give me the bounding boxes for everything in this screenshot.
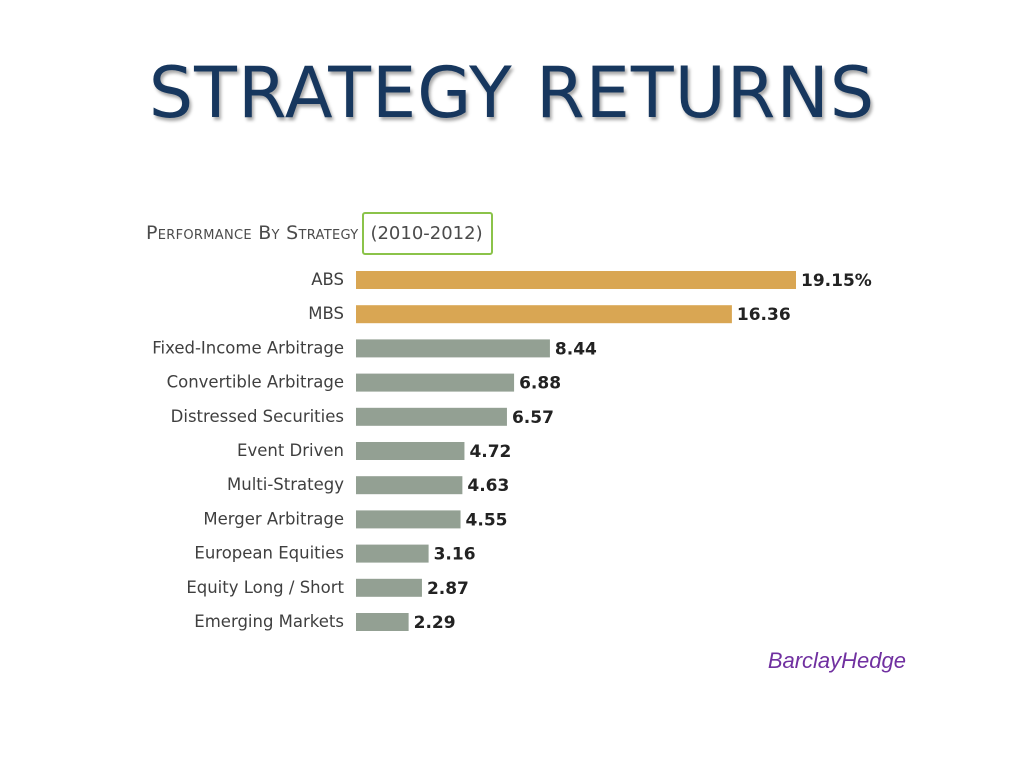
data-label: 6.57 (512, 408, 554, 428)
bar (356, 407, 507, 426)
category-label: Fixed-Income Arbitrage (152, 338, 344, 357)
bar (356, 476, 463, 495)
category-label: Multi-Strategy (227, 475, 344, 494)
bar (356, 373, 515, 392)
bar (356, 271, 796, 289)
data-label: 3.16 (434, 545, 476, 565)
period-highlight-box: (2010-2012) (362, 211, 493, 255)
category-label: MBS (308, 304, 344, 323)
data-label: 8.44 (555, 339, 597, 359)
chart-header: Performance By Strategy (2010-2012) (146, 209, 493, 257)
category-label: Emerging Markets (194, 612, 344, 631)
bar (356, 442, 465, 460)
bar (356, 544, 429, 563)
data-label: 19.15% (801, 271, 872, 291)
bar (356, 613, 409, 631)
bar (356, 339, 550, 358)
bar (356, 578, 422, 597)
data-label: 2.29 (414, 613, 456, 633)
data-label: 4.63 (467, 476, 509, 496)
category-label: Merger Arbitrage (203, 509, 344, 528)
category-label: European Equities (194, 544, 344, 563)
bar (356, 510, 461, 529)
category-label: Convertible Arbitrage (167, 373, 344, 392)
data-label: 4.55 (466, 510, 508, 530)
slide-title: STRATEGY RETURNS (148, 52, 876, 134)
category-label: Event Driven (237, 441, 344, 460)
data-label: 16.36 (737, 305, 791, 325)
bar (356, 305, 732, 324)
data-label: 4.72 (469, 442, 511, 462)
chart-title: Performance By Strategy (146, 222, 359, 244)
category-label: ABS (311, 270, 344, 289)
category-label: Equity Long / Short (186, 578, 344, 597)
data-label: 6.88 (519, 374, 561, 394)
category-label: Distressed Securities (171, 407, 344, 426)
data-label: 2.87 (427, 579, 469, 599)
source-label: BarclayHedge (767, 648, 906, 673)
